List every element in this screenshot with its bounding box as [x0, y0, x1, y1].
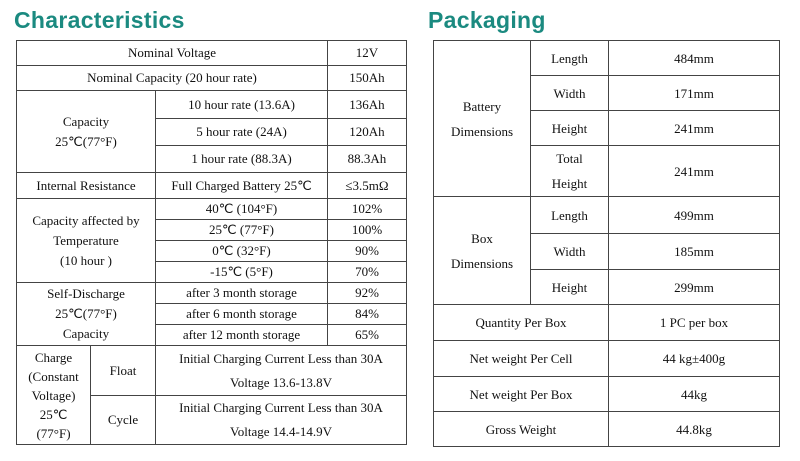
table-row: Width 171mm	[434, 75, 780, 111]
table-row: Quantity Per Box 1 PC per box	[433, 304, 780, 341]
characteristics-table: Nominal Voltage 12V Nominal Capacity (20 …	[16, 40, 407, 445]
table-cell: 70%	[327, 261, 407, 283]
table-cell: Net weight Per Box	[433, 376, 609, 412]
table-cell: ≤3.5mΩ	[327, 172, 407, 199]
table-row: Battery Dimensions Length 484mm	[433, 40, 780, 197]
table-cell: Full Charged Battery 25℃	[155, 172, 328, 199]
table-cell: 12V	[327, 40, 407, 66]
table-cell: Battery Dimensions	[433, 40, 531, 197]
table-row: after 6 month storage 84%	[17, 303, 407, 325]
table-cell: Internal Resistance	[16, 172, 156, 199]
table-cell: 185mm	[608, 233, 780, 270]
table-cell: 241mm	[608, 110, 780, 146]
table-cell: Nominal Voltage	[16, 40, 328, 66]
table-row: Internal Resistance Full Charged Battery …	[16, 172, 407, 199]
table-cell: 1 hour rate (88.3A)	[155, 145, 328, 173]
table-cell: Total Height	[530, 145, 609, 197]
table-cell: Box Dimensions	[433, 196, 531, 305]
table-cell: 499mm	[608, 196, 780, 234]
table-cell: after 3 month storage	[155, 282, 328, 304]
table-cell: Gross Weight	[433, 411, 609, 447]
table-cell: Charge (Constant Voltage) 25℃ (77°F)	[16, 345, 91, 445]
table-row: Net weight Per Cell 44 kg±400g	[433, 340, 780, 377]
table-cell: 100%	[327, 219, 407, 241]
table-cell: Initial Charging Current Less than 30A V…	[155, 345, 407, 396]
table-cell: Capacity affected by Temperature (10 hou…	[16, 198, 156, 283]
table-cell: after 12 month storage	[155, 324, 328, 346]
table-cell: 88.3Ah	[327, 145, 407, 173]
table-cell: after 6 month storage	[155, 303, 328, 325]
table-cell: Length	[530, 196, 609, 234]
table-cell: 0℃ (32°F)	[155, 240, 328, 262]
table-cell: 484mm	[608, 40, 780, 76]
table-cell: 44 kg±400g	[608, 340, 780, 377]
table-row: Self-Discharge 25℃(77°F) Capacity after 3…	[16, 282, 407, 346]
table-cell: 90%	[327, 240, 407, 262]
table-row: 5 hour rate (24A) 120Ah	[17, 118, 407, 146]
table-row: Charge (Constant Voltage) 25℃ (77°F) Floa…	[16, 345, 407, 445]
table-row: Capacity affected by Temperature (10 hou…	[16, 198, 407, 283]
packaging-table: Battery Dimensions Length 484mm Width 171mm…	[433, 40, 780, 447]
table-cell: Net weight Per Cell	[433, 340, 609, 377]
table-row: Height 241mm	[434, 110, 780, 146]
table-cell: -15℃ (5°F)	[155, 261, 328, 283]
table-cell: Cycle	[90, 395, 156, 445]
table-cell: 241mm	[608, 145, 780, 197]
table-row: 25℃ (77°F) 100%	[17, 219, 407, 241]
table-row: Box Dimensions Length 499mm	[433, 196, 780, 305]
table-cell: 102%	[327, 198, 407, 220]
table-row: Net weight Per Box 44kg	[433, 376, 780, 412]
table-row: Nominal Voltage 12V	[16, 40, 407, 66]
table-cell: 25℃ (77°F)	[155, 219, 328, 241]
table-cell: 120Ah	[327, 118, 407, 146]
table-row: Capacity 25℃(77°F) 10 hour rate (13.6A) 13…	[16, 90, 407, 173]
table-cell: 5 hour rate (24A)	[155, 118, 328, 146]
table-cell: Height	[530, 110, 609, 146]
table-cell: 92%	[327, 282, 407, 304]
table-cell: Length	[530, 40, 609, 76]
table-cell: 44.8kg	[608, 411, 780, 447]
table-cell: 84%	[327, 303, 407, 325]
table-row: Nominal Capacity (20 hour rate) 150Ah	[16, 65, 407, 91]
table-cell: 299mm	[608, 269, 780, 305]
table-cell: 40℃ (104°F)	[155, 198, 328, 220]
table-cell: 150Ah	[327, 65, 407, 91]
table-cell: 1 PC per box	[608, 304, 780, 341]
table-cell: 171mm	[608, 75, 780, 111]
table-row: Cycle Initial Charging Current Less than …	[17, 395, 407, 445]
section-title: Characteristics	[14, 7, 185, 33]
table-cell: Initial Charging Current Less than 30A V…	[155, 395, 407, 445]
section-title: Packaging	[428, 7, 546, 33]
table-cell: 136Ah	[327, 90, 407, 119]
table-cell: Self-Discharge 25℃(77°F) Capacity	[16, 282, 156, 346]
table-cell: Height	[530, 269, 609, 305]
table-cell: 10 hour rate (13.6A)	[155, 90, 328, 119]
table-cell: Float	[90, 345, 156, 396]
table-cell: Width	[530, 75, 609, 111]
table-cell: Nominal Capacity (20 hour rate)	[16, 65, 328, 91]
table-row: Width 185mm	[434, 233, 780, 270]
table-cell: Quantity Per Box	[433, 304, 609, 341]
table-cell: Capacity 25℃(77°F)	[16, 90, 156, 173]
table-row: after 12 month storage 65%	[17, 324, 407, 346]
table-cell: 44kg	[608, 376, 780, 412]
table-row: Gross Weight 44.8kg	[433, 411, 780, 447]
table-row: Height 299mm	[434, 269, 780, 305]
table-cell: Width	[530, 233, 609, 270]
table-cell: 65%	[327, 324, 407, 346]
